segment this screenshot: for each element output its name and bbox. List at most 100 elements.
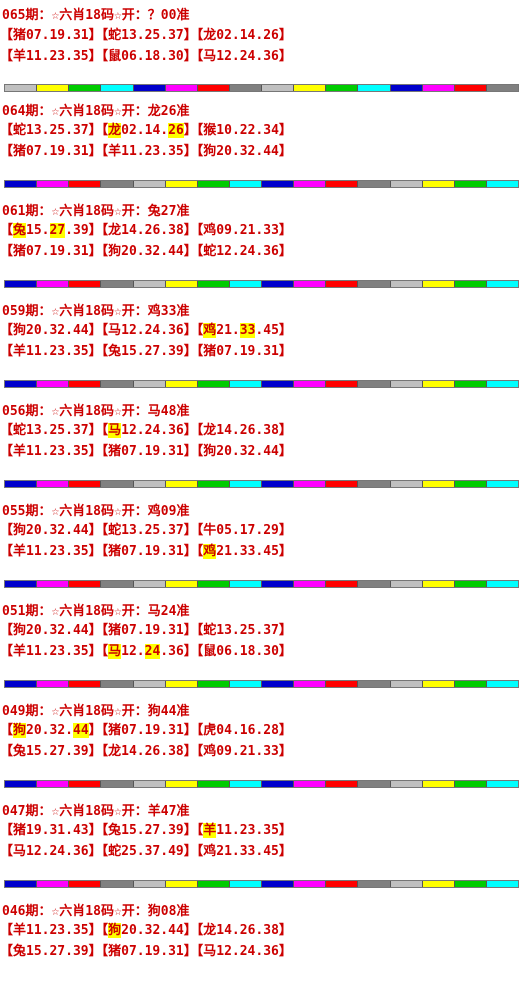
divider-segment xyxy=(390,85,423,91)
zodiac-group-text: 【猪07.19.31】 xyxy=(101,623,197,638)
divider-segment xyxy=(165,681,198,687)
divider-segment xyxy=(165,881,198,887)
divider-segment xyxy=(486,781,518,787)
divider-segment xyxy=(197,781,230,787)
zodiac-group-text: 】 xyxy=(183,123,197,138)
zodiac-row: 【狗20.32.44】【猪07.19.31】【虎04.16.28】 xyxy=(0,722,292,740)
divider-segment xyxy=(5,85,38,91)
zodiac-group-text: 【羊11.23.35】 xyxy=(0,644,102,659)
divider-segment xyxy=(486,481,518,487)
zodiac-group-text: 【猪07.19.31】 xyxy=(101,944,197,959)
zodiac-group-text: 【猴10.22.34】 xyxy=(196,123,292,138)
divider-segment xyxy=(454,481,487,487)
period-title: 065期：☆六肖18码☆开：？00准 xyxy=(2,8,190,23)
color-divider xyxy=(4,280,519,288)
divider-segment xyxy=(390,181,423,187)
divider-segment xyxy=(294,181,327,187)
zodiac-group-text: 【龙14.26.38】 xyxy=(101,744,197,759)
divider-segment xyxy=(326,381,359,387)
zodiac-row: 【狗20.32.44】【蛇13.25.37】【牛05.17.29】 xyxy=(0,522,292,540)
divider-segment xyxy=(229,85,262,91)
divider-segment xyxy=(133,581,166,587)
divider-segment xyxy=(69,681,102,687)
zodiac-group-text: 21. xyxy=(216,323,240,338)
divider-segment xyxy=(454,381,487,387)
divider-segment xyxy=(326,881,359,887)
color-divider xyxy=(4,480,519,488)
divider-segment xyxy=(262,381,295,387)
divider-segment xyxy=(229,781,262,787)
divider-segment xyxy=(486,181,518,187)
zodiac-group-text: 21.33.45】 xyxy=(216,544,292,559)
zodiac-row: 【狗20.32.44】【猪07.19.31】【蛇13.25.37】 xyxy=(0,622,292,640)
divider-segment xyxy=(262,85,295,91)
zodiac-group-text: 【兔15.27.39】 xyxy=(101,823,197,838)
divider-segment xyxy=(5,581,38,587)
zodiac-group-text: 【龙02.14.26】 xyxy=(196,28,292,43)
divider-segment xyxy=(5,881,38,887)
zodiac-group-text: 15. xyxy=(26,223,50,238)
divider-segment xyxy=(69,281,102,287)
divider-segment xyxy=(197,85,230,91)
divider-segment xyxy=(197,381,230,387)
zodiac-group-text: 【羊11.23.35】 xyxy=(0,49,102,64)
zodiac-group-text: 【鸡09.21.33】 xyxy=(196,223,292,238)
divider-segment xyxy=(390,481,423,487)
zodiac-group-text: 【 xyxy=(196,823,204,838)
zodiac-group-text: 20.32.44】 xyxy=(121,923,197,938)
divider-segment xyxy=(101,281,134,287)
zodiac-group-text: .45】 xyxy=(255,323,292,338)
divider-segment xyxy=(422,281,455,287)
zodiac-group-text: 【狗20.32.44】 xyxy=(0,523,102,538)
winning-highlight: 龙 xyxy=(108,123,122,138)
color-divider xyxy=(4,580,519,588)
zodiac-group-text: 【马12.24.36】 xyxy=(0,844,102,859)
divider-segment xyxy=(69,85,102,91)
divider-segment xyxy=(165,381,198,387)
divider-segment xyxy=(229,681,262,687)
divider-segment xyxy=(133,381,166,387)
zodiac-group-text: 【蛇13.25.37】 xyxy=(101,28,197,43)
divider-segment xyxy=(101,881,134,887)
divider-segment xyxy=(229,881,262,887)
zodiac-group-text: 【猪07.19.31】 xyxy=(0,28,102,43)
divider-segment xyxy=(165,181,198,187)
divider-segment xyxy=(390,381,423,387)
zodiac-group-text: 【羊11.23.35】 xyxy=(0,923,102,938)
period-title: 047期：☆六肖18码☆开：羊47准 xyxy=(2,804,190,819)
zodiac-group-text: 【鼠06.18.30】 xyxy=(196,644,292,659)
zodiac-group-text: 【猪07.19.31】 xyxy=(101,544,197,559)
divider-segment xyxy=(165,781,198,787)
zodiac-group-text: .36】 xyxy=(160,644,197,659)
divider-segment xyxy=(37,681,70,687)
divider-segment xyxy=(262,781,295,787)
period-title: 056期：☆六肖18码☆开：马48准 xyxy=(2,404,190,419)
zodiac-group-text: 【猪07.19.31】 xyxy=(101,723,197,738)
zodiac-group-text: 【 xyxy=(101,123,109,138)
divider-segment xyxy=(422,881,455,887)
zodiac-group-text: 【鸡21.33.45】 xyxy=(196,844,292,859)
divider-segment xyxy=(197,181,230,187)
divider-segment xyxy=(262,481,295,487)
divider-segment xyxy=(454,881,487,887)
divider-segment xyxy=(326,781,359,787)
period-title: 059期：☆六肖18码☆开：鸡33准 xyxy=(2,304,190,319)
divider-segment xyxy=(229,581,262,587)
divider-segment xyxy=(422,85,455,91)
zodiac-group-text: 【 xyxy=(196,544,204,559)
divider-segment xyxy=(390,681,423,687)
zodiac-group-text: 【 xyxy=(0,723,14,738)
zodiac-group-text: 20.32. xyxy=(26,723,73,738)
divider-segment xyxy=(358,881,391,887)
zodiac-group-text: 【蛇13.25.37】 xyxy=(0,123,102,138)
divider-segment xyxy=(358,281,391,287)
divider-segment xyxy=(69,381,102,387)
zodiac-group-text: 【 xyxy=(101,423,109,438)
winning-highlight: 24 xyxy=(144,644,161,659)
zodiac-row: 【羊11.23.35】【猪07.19.31】【狗20.32.44】 xyxy=(0,443,292,461)
zodiac-group-text: 】 xyxy=(88,723,102,738)
divider-segment xyxy=(197,881,230,887)
divider-segment xyxy=(294,681,327,687)
zodiac-group-text: 【牛05.17.29】 xyxy=(196,523,292,538)
zodiac-group-text: 【蛇13.25.37】 xyxy=(101,523,197,538)
